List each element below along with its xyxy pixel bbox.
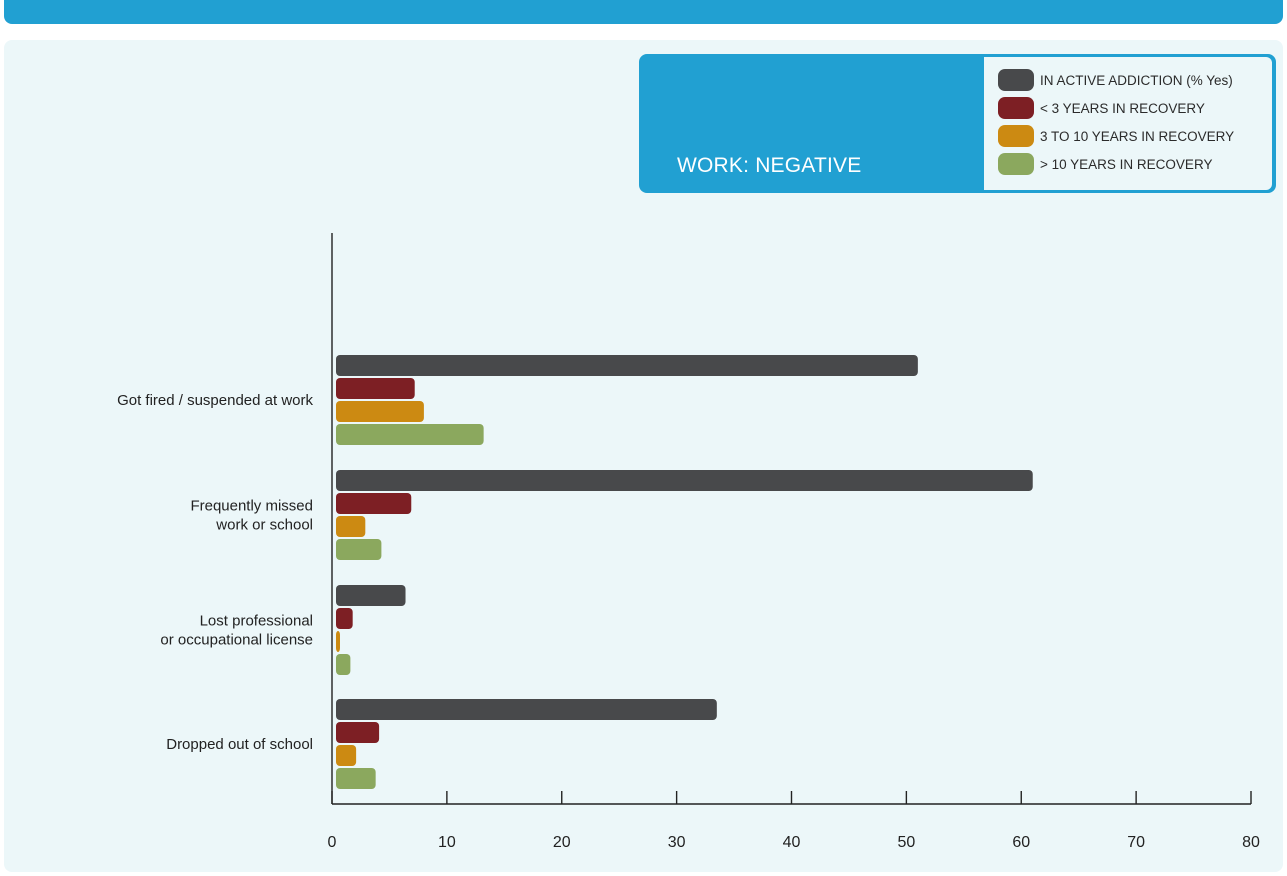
bar — [336, 378, 415, 399]
legend-item-3-to-10-years: 3 TO 10 YEARS IN RECOVERY — [998, 125, 1234, 147]
bar — [336, 768, 376, 789]
category-label: Frequently missed — [190, 498, 313, 515]
bar — [336, 493, 412, 514]
bar — [336, 355, 918, 376]
x-tick-label: 30 — [668, 834, 686, 851]
bar — [336, 631, 340, 652]
legend-label: < 3 YEARS IN RECOVERY — [1040, 100, 1205, 116]
bar — [336, 401, 424, 422]
bar — [336, 722, 380, 743]
category-label: Dropped out of school — [166, 736, 313, 753]
legend-swatch — [998, 125, 1034, 147]
legend-label: > 10 YEARS IN RECOVERY — [1040, 156, 1213, 172]
x-tick-label: 80 — [1242, 834, 1260, 851]
legend-item-over-10-years: > 10 YEARS IN RECOVERY — [998, 153, 1212, 175]
legend: IN ACTIVE ADDICTION (% Yes) < 3 YEARS IN… — [984, 57, 1272, 190]
bar — [336, 654, 351, 675]
x-tick-label: 0 — [328, 834, 337, 851]
legend-item-active-addiction: IN ACTIVE ADDICTION (% Yes) — [998, 69, 1233, 91]
category-label: work or school — [215, 517, 313, 534]
x-tick-label: 50 — [897, 834, 915, 851]
bar — [336, 424, 484, 445]
x-tick-label: 10 — [438, 834, 456, 851]
x-tick-label: 60 — [1012, 834, 1030, 851]
bar — [336, 745, 357, 766]
header-band — [4, 0, 1283, 24]
bar — [336, 608, 353, 629]
bar — [336, 516, 366, 537]
category-label: Lost professional — [200, 613, 313, 630]
category-label: Got fired / suspended at work — [117, 392, 313, 409]
legend-box: WORK: NEGATIVE IN ACTIVE ADDICTION (% Ye… — [639, 54, 1276, 193]
legend-item-under-3-years: < 3 YEARS IN RECOVERY — [998, 97, 1205, 119]
bar — [336, 539, 382, 560]
legend-label: IN ACTIVE ADDICTION (% Yes) — [1040, 72, 1233, 88]
x-tick-label: 70 — [1127, 834, 1145, 851]
legend-swatch — [998, 69, 1034, 91]
chart-title: WORK: NEGATIVE — [677, 154, 862, 177]
legend-swatch — [998, 97, 1034, 119]
x-tick-label: 20 — [553, 834, 571, 851]
x-tick-label: 40 — [783, 834, 801, 851]
bar — [336, 470, 1033, 491]
category-label: or occupational license — [160, 632, 313, 649]
bar — [336, 585, 406, 606]
bar — [336, 699, 717, 720]
legend-label: 3 TO 10 YEARS IN RECOVERY — [1040, 128, 1235, 144]
legend-swatch — [998, 153, 1034, 175]
